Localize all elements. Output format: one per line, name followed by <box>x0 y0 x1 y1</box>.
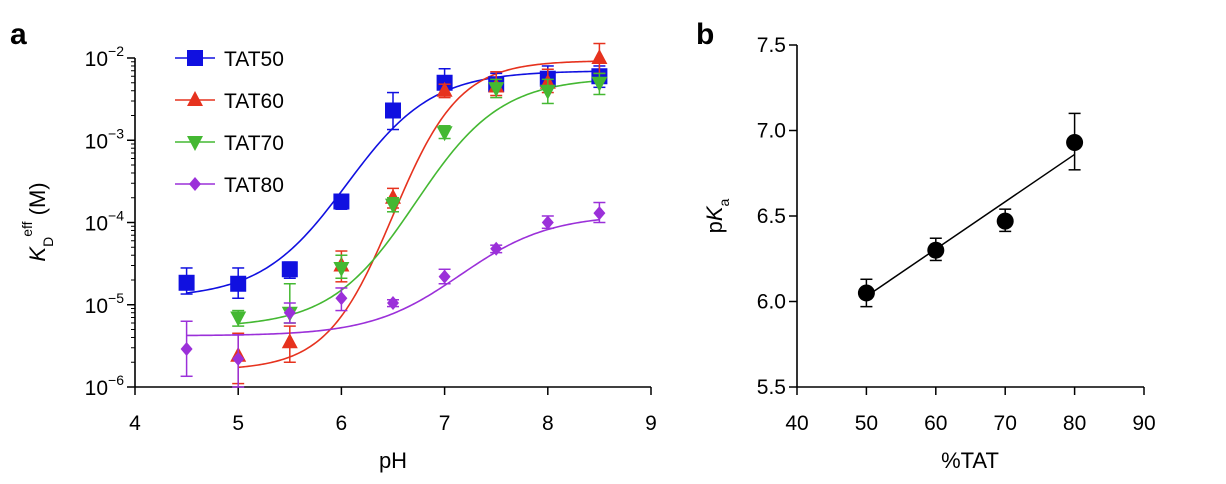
legend-label: TAT70 <box>224 132 284 155</box>
panel-b-y-label: pKa <box>702 198 732 233</box>
data-point-tat70 <box>436 126 453 142</box>
legend-marker <box>187 136 203 151</box>
panel-a-y-tick-label: 10−2 <box>85 43 125 71</box>
data-point-tat80 <box>283 305 296 320</box>
data-point-tat60 <box>281 333 298 349</box>
data-point-tat80 <box>232 351 245 366</box>
panel-a-y-tick-label: 10−4 <box>85 208 125 236</box>
data-point-tat70 <box>230 311 247 327</box>
panel-b-x-tick-label: 60 <box>924 412 947 435</box>
panel-b-x-tick-label: 40 <box>785 412 808 435</box>
data-point-tat50 <box>385 102 401 119</box>
data-point-tat50 <box>230 275 247 292</box>
data-point-tat70 <box>591 76 608 92</box>
legend-label: TAT50 <box>224 48 284 71</box>
panel-b-y-tick-label: 7.5 <box>757 34 786 57</box>
data-point-tat70 <box>539 84 556 100</box>
data-point-tat60 <box>436 81 453 97</box>
panel-b-letter: b <box>696 18 714 51</box>
panel-b-data-point <box>996 212 1014 230</box>
data-point-tat70 <box>488 82 505 98</box>
data-point-tat50 <box>333 193 350 210</box>
panel-b-y-tick-label: 6.5 <box>757 205 786 228</box>
data-point-tat80 <box>335 291 348 306</box>
legend-item-tat60: TAT60 <box>175 90 284 113</box>
panel-b-x-tick-label: 80 <box>1063 412 1086 435</box>
legend-item-tat50: TAT50 <box>175 48 284 71</box>
panel-a-x-tick-label: 7 <box>439 412 451 435</box>
panel-a-y-tick-label: 10−3 <box>85 125 125 153</box>
panel-b-chart: 40 50 60 70 80 90 5.5 6.0 6.5 7.0 7.5 %TAT pKa <box>702 34 1156 473</box>
panel-b-x-tick-label: 90 <box>1132 412 1155 435</box>
legend-label: TAT80 <box>224 174 284 197</box>
legend-marker <box>187 91 203 106</box>
panel-a-x-label: pH <box>379 448 407 473</box>
panel-b-y-tick-label: 7.0 <box>757 120 786 143</box>
panel-b-fit-line <box>865 153 1076 297</box>
panel-a-x-tick-label: 6 <box>336 412 348 435</box>
data-point-tat50 <box>178 274 195 291</box>
data-point-tat70 <box>385 198 401 214</box>
fit-curve-tat70 <box>238 79 600 325</box>
panel-b-x-tick-label: 50 <box>855 412 878 435</box>
panel-a-x-tick-label: 5 <box>232 412 244 435</box>
panel-a-x-tick-label: 9 <box>645 412 657 435</box>
data-point-tat80 <box>387 296 399 311</box>
panel-b-y-tick-label: 5.5 <box>757 376 786 399</box>
legend-marker <box>187 50 203 66</box>
panel-b-x-label: %TAT <box>941 448 999 473</box>
data-point-tat80 <box>490 241 503 256</box>
panel-a-y-tick-label: 10−6 <box>85 372 125 400</box>
panel-a-x-tick-label: 8 <box>542 412 554 435</box>
panel-a-letter: a <box>10 18 27 51</box>
data-point-tat80 <box>593 206 606 221</box>
legend-item-tat80: TAT80 <box>175 174 284 197</box>
legend-item-tat70: TAT70 <box>175 132 284 155</box>
panel-a-chart: 4 5 6 7 8 9 10−6 10−5 10−4 10−3 10−2 TAT50 TAT60 TA… <box>19 42 657 473</box>
panel-b-data-point <box>927 241 945 259</box>
data-point-tat70 <box>333 261 350 277</box>
fit-curve-tat60 <box>238 60 600 369</box>
data-point-tat60 <box>591 49 608 64</box>
legend-label: TAT60 <box>224 90 284 113</box>
panel-a-y-tick-label: 10−5 <box>85 290 125 318</box>
panel-a-y-label: KDeff (M) <box>19 182 56 261</box>
panel-b-data-point <box>1066 133 1084 151</box>
panel-a-x-tick-label: 4 <box>129 412 141 435</box>
legend-marker <box>189 177 201 191</box>
data-point-tat50 <box>281 261 298 278</box>
data-point-tat80 <box>541 215 554 230</box>
data-point-tat80 <box>180 341 193 356</box>
panel-b-x-tick-label: 70 <box>994 412 1017 435</box>
data-point-tat80 <box>438 269 451 284</box>
panel-b-y-tick-label: 6.0 <box>757 291 786 314</box>
fit-curve-tat80 <box>186 218 600 337</box>
panel-b-data-point <box>857 284 875 302</box>
